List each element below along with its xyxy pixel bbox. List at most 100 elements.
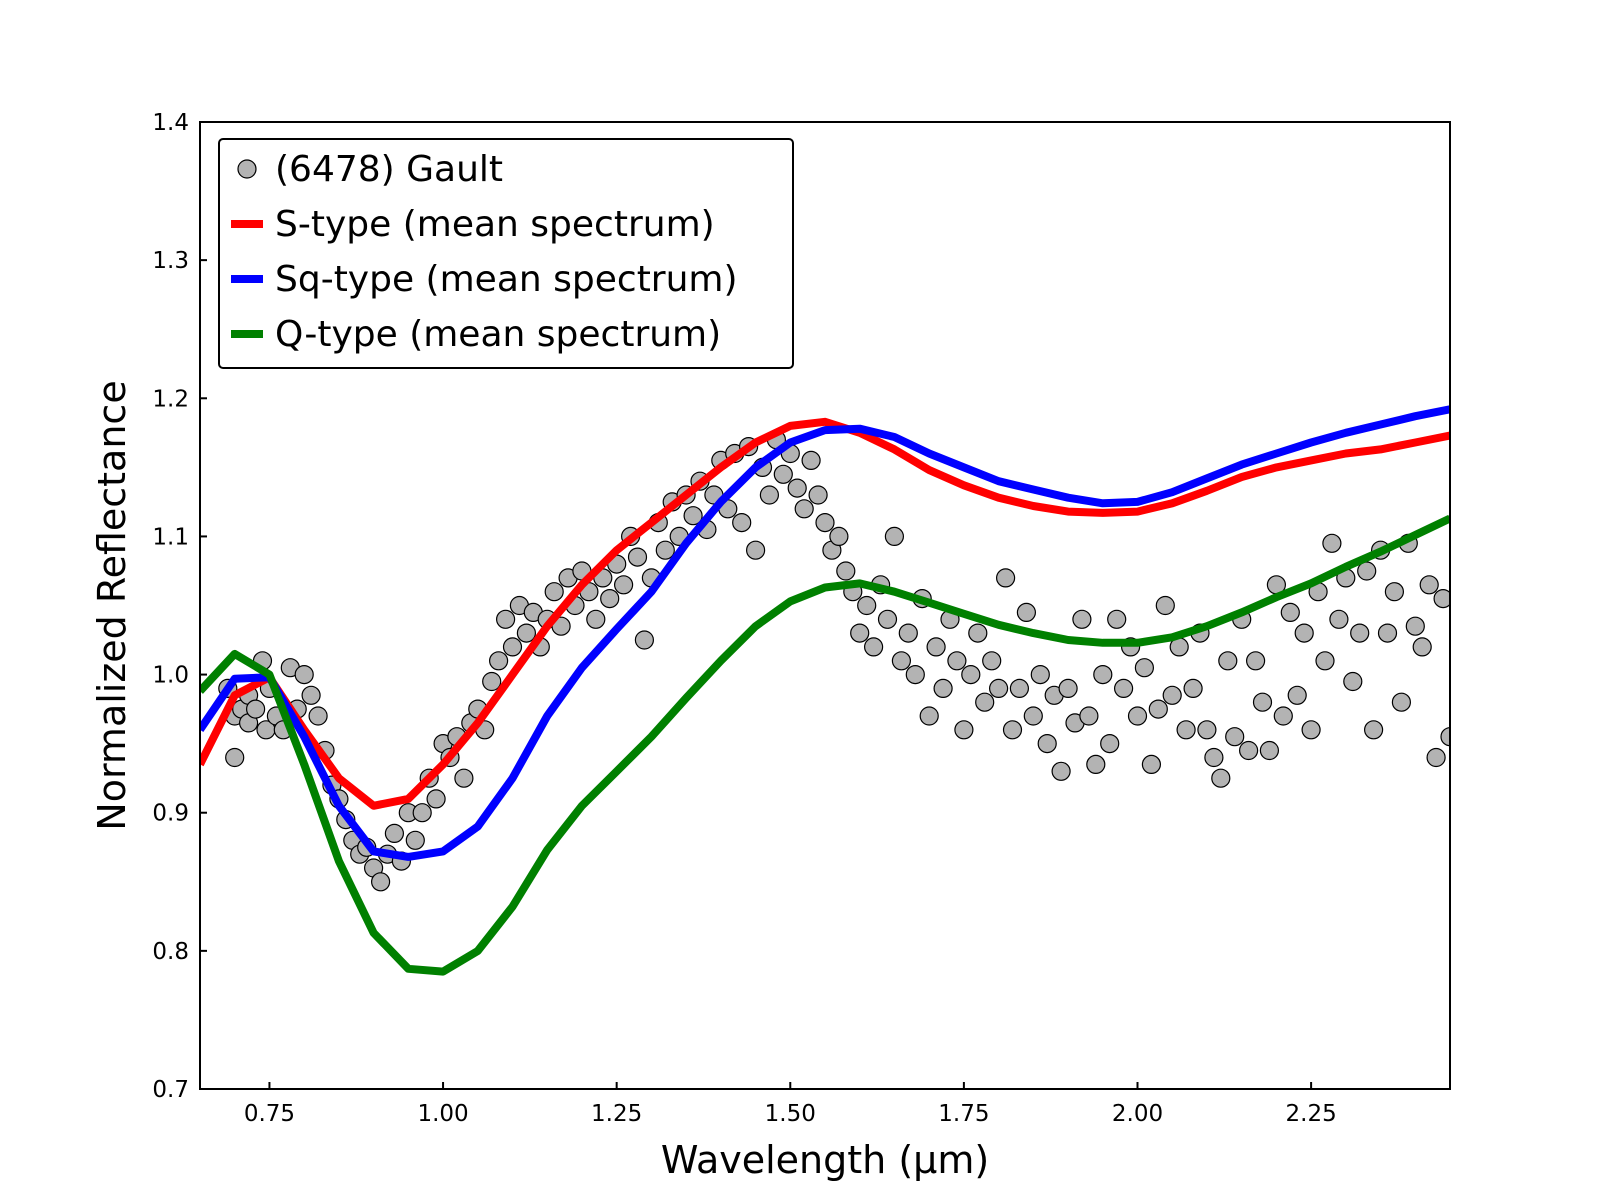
data-point	[1204, 747, 1224, 768]
x-tick-label: 1.25	[591, 1101, 642, 1127]
x-tick-label: 0.75	[244, 1101, 295, 1127]
data-point	[1245, 651, 1266, 671]
data-point	[836, 561, 856, 581]
data-point	[1363, 720, 1384, 740]
data-point	[1134, 658, 1155, 678]
data-point	[1440, 727, 1450, 747]
data-point	[1051, 761, 1071, 781]
data-point	[489, 651, 509, 671]
data-point	[1148, 699, 1168, 719]
data-point	[1391, 692, 1412, 712]
data-point	[482, 671, 502, 692]
data-point	[982, 651, 1002, 671]
data-point	[1252, 692, 1273, 712]
data-point	[1433, 589, 1450, 609]
data-point	[961, 664, 981, 685]
data-point	[1023, 706, 1043, 726]
data-point	[1343, 671, 1363, 692]
x-tick-label: 2.25	[1286, 1101, 1337, 1127]
data-point	[1127, 706, 1148, 726]
data-point	[1100, 733, 1120, 754]
data-point	[947, 651, 967, 671]
data-point	[1086, 754, 1106, 775]
data-point	[1176, 720, 1196, 740]
y-axis-title: Normalized Reflectance	[90, 380, 134, 830]
data-point	[1058, 678, 1078, 699]
data-point	[801, 450, 821, 470]
data-point	[627, 547, 648, 567]
data-point	[301, 685, 321, 705]
data-point	[1107, 609, 1127, 629]
legend-box	[218, 138, 794, 369]
q-type-line	[200, 514, 1450, 976]
data-point	[454, 768, 474, 788]
data-point	[1287, 685, 1307, 705]
data-point	[600, 588, 620, 609]
data-point	[808, 485, 828, 505]
data-point	[1301, 720, 1321, 740]
x-axis: 0.75 1.00 1.25 1.50 1.75 2.00 2.25	[244, 1082, 1337, 1127]
y-axis: 0.7 0.8 0.9 1.0 1.1 1.2 1.3 1.4	[152, 110, 207, 1103]
data-point	[1211, 768, 1231, 788]
data-point	[884, 526, 905, 547]
data-point	[988, 678, 1009, 699]
data-point	[968, 623, 988, 643]
data-point	[919, 706, 939, 726]
x-axis-title: Wavelength (μm)	[661, 1138, 989, 1182]
data-point	[1322, 533, 1342, 553]
data-point	[294, 664, 314, 685]
data-point	[1093, 664, 1113, 685]
data-point	[857, 595, 877, 616]
data-point	[933, 678, 953, 699]
data-point	[613, 575, 634, 595]
data-point	[1225, 727, 1245, 747]
data-point	[1072, 609, 1092, 629]
data-point	[1384, 582, 1405, 602]
data-point	[1426, 747, 1446, 768]
data-point	[1037, 733, 1057, 754]
data-point	[412, 803, 432, 823]
data-point	[516, 623, 537, 643]
data-point	[905, 664, 925, 685]
data-point	[1183, 678, 1203, 699]
sq-type-line	[200, 405, 1450, 861]
legend-label-q-type: Q-type (mean spectrum)	[275, 314, 721, 355]
data-point	[815, 512, 835, 533]
data-point	[975, 692, 995, 712]
y-tick-label: 1.3	[152, 248, 189, 274]
y-tick-label: 0.9	[152, 801, 189, 827]
spectrum-lines	[200, 405, 1450, 976]
data-point	[1280, 602, 1300, 623]
y-tick-label: 1.0	[152, 663, 189, 689]
data-point	[1002, 720, 1023, 740]
legend-marker-gault	[237, 159, 257, 179]
data-point	[745, 540, 766, 560]
data-point	[1259, 740, 1280, 761]
data-point	[850, 623, 870, 643]
data-point	[787, 478, 807, 498]
y-tick-label: 0.8	[152, 939, 189, 965]
data-point	[384, 823, 404, 844]
data-point	[829, 526, 849, 547]
scatter-series-gault	[218, 430, 1450, 892]
data-point	[1197, 720, 1217, 740]
y-tick-label: 0.7	[152, 1077, 189, 1103]
data-point	[1238, 740, 1259, 761]
data-point	[1294, 623, 1314, 643]
data-point	[371, 872, 391, 892]
data-point	[1405, 616, 1425, 636]
data-point	[794, 499, 814, 519]
data-point	[586, 609, 606, 629]
data-point	[732, 512, 752, 533]
data-point	[496, 609, 516, 629]
data-point	[1419, 575, 1439, 595]
data-point	[1079, 706, 1099, 726]
data-point	[634, 630, 655, 650]
data-point	[1315, 651, 1335, 671]
data-point	[308, 706, 328, 726]
s-type-line	[200, 417, 1450, 810]
data-point	[225, 747, 245, 768]
data-point	[1016, 602, 1037, 623]
x-tick-label: 1.75	[938, 1101, 989, 1127]
